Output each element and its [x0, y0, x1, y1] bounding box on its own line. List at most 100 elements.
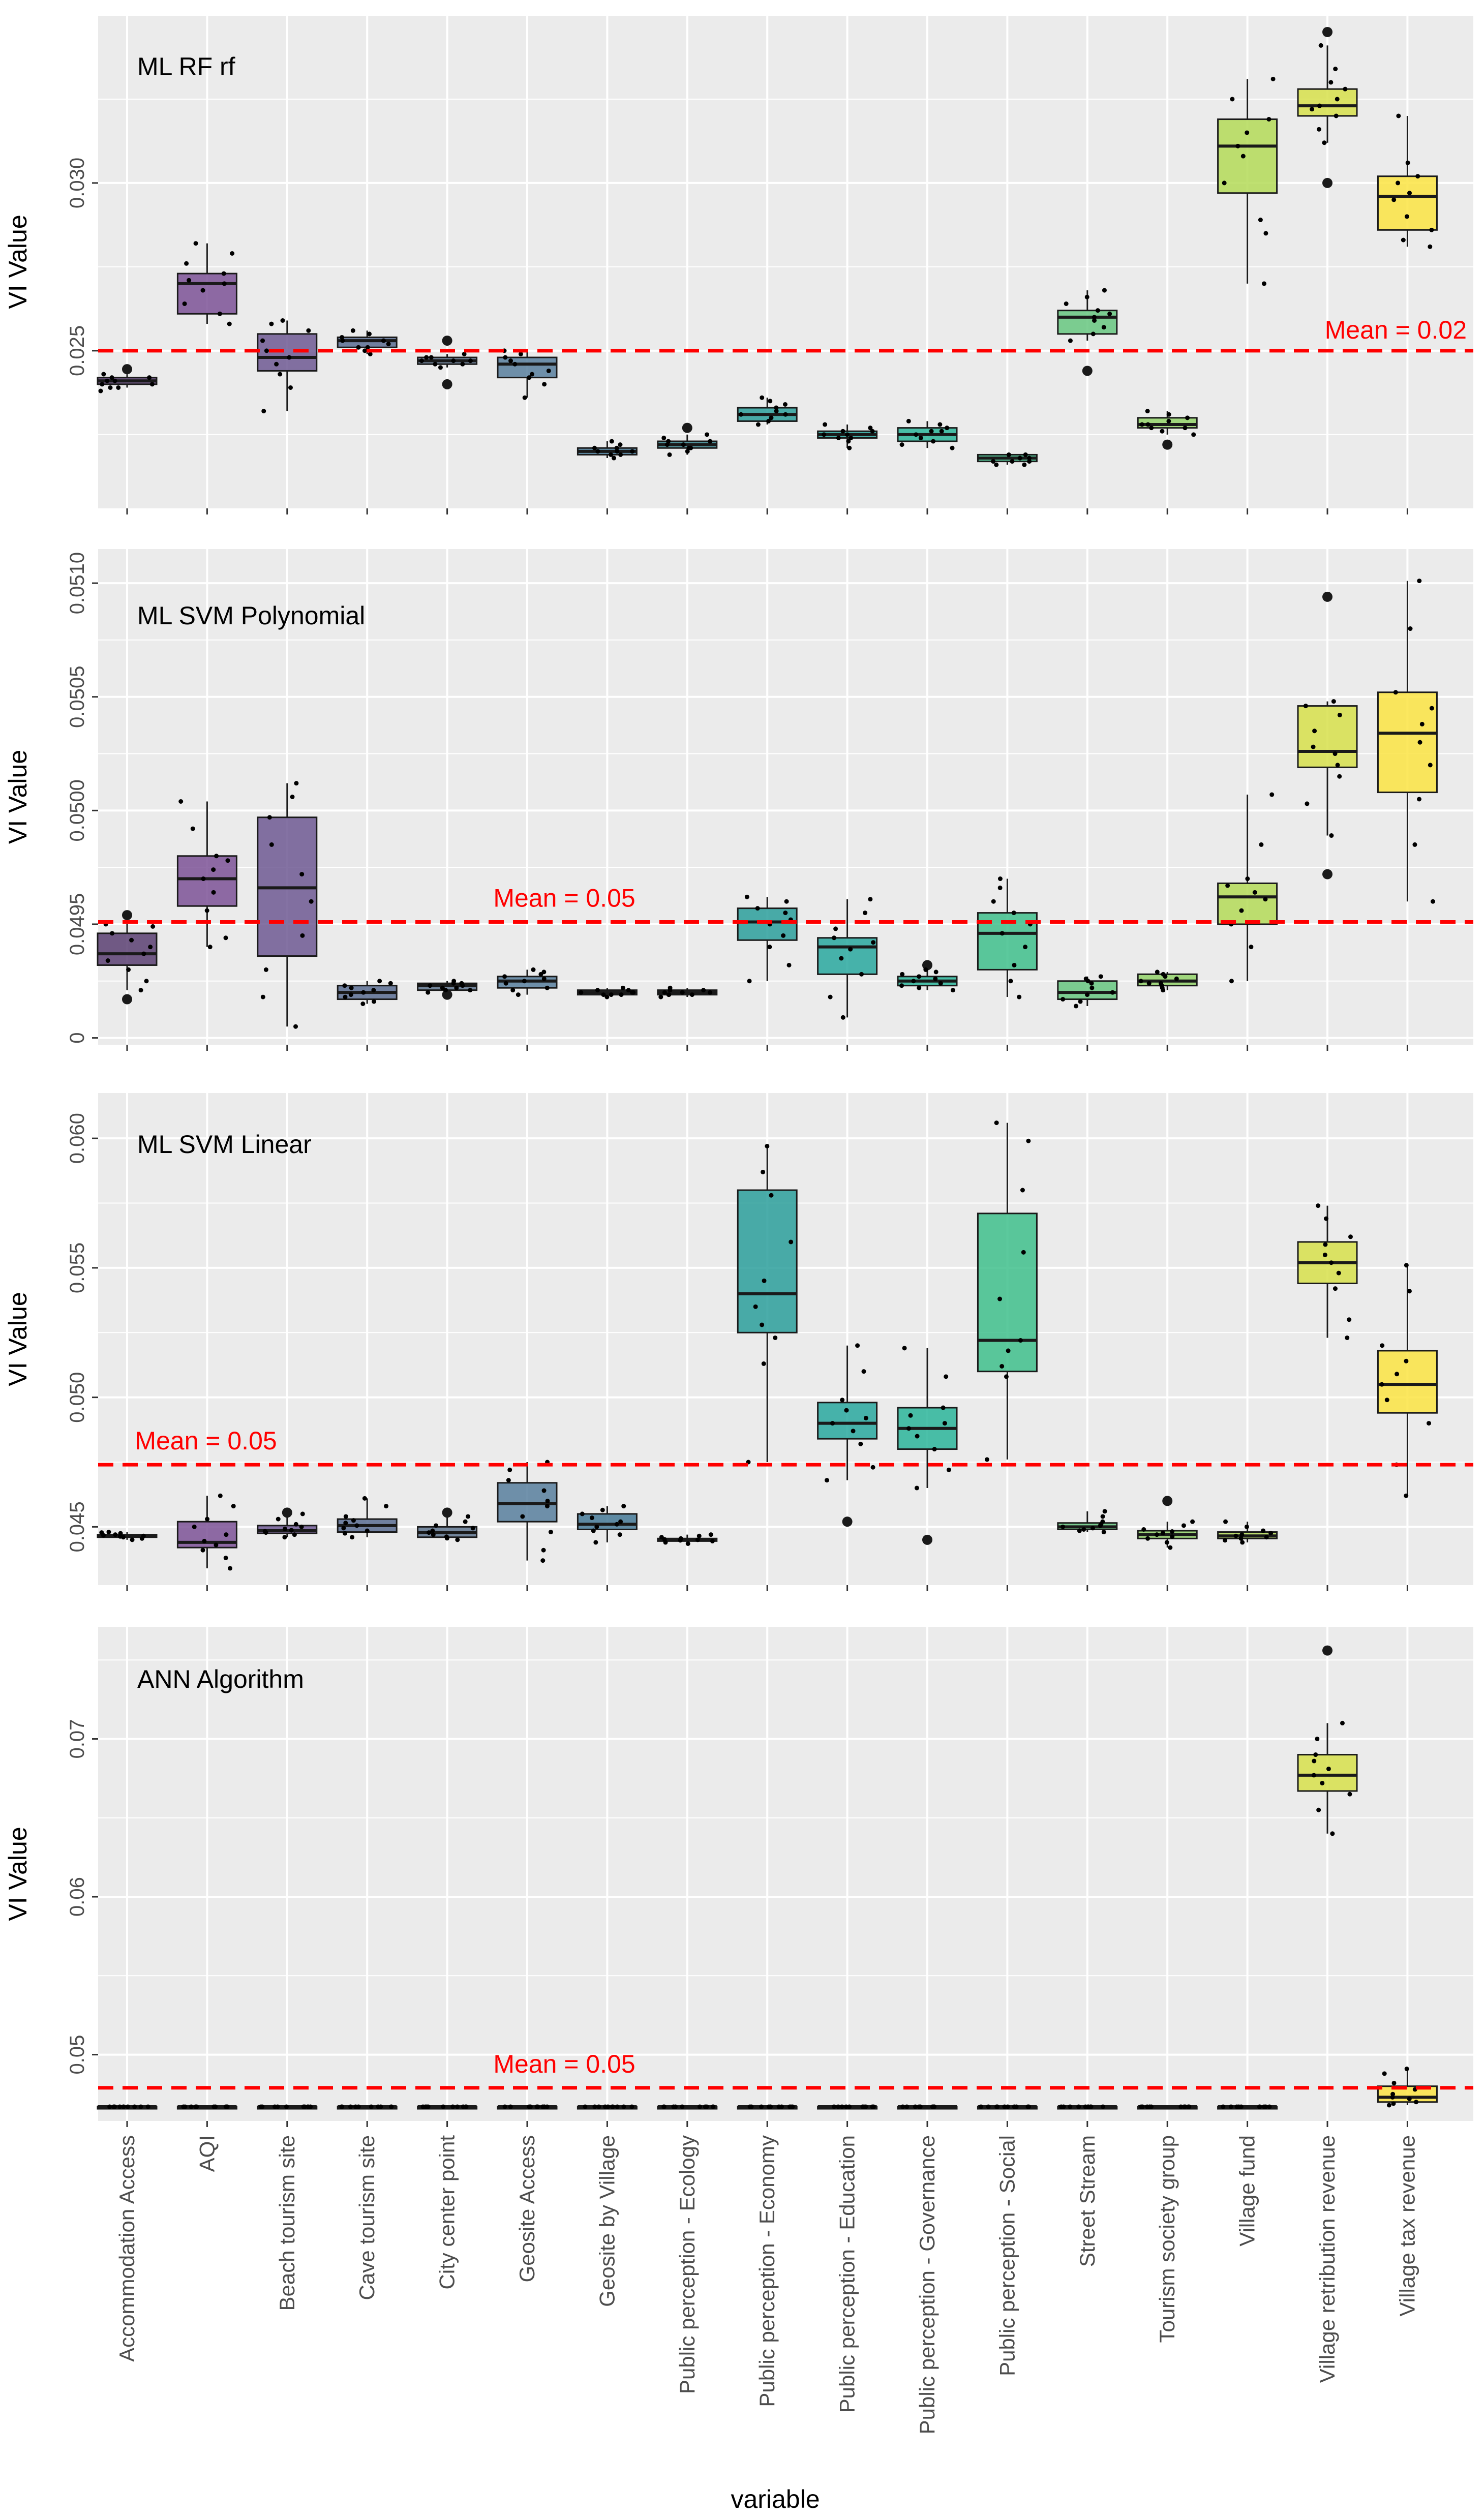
jitter-point: [1384, 1398, 1389, 1403]
jitter-point: [425, 2104, 430, 2109]
jitter-point: [502, 2104, 507, 2109]
jitter-point: [1311, 1773, 1316, 1778]
jitter-point: [544, 1504, 550, 1509]
jitter-point: [609, 992, 614, 997]
boxplot-city-center-point: [417, 336, 478, 389]
jitter-point: [1329, 1260, 1334, 1265]
jitter-point: [1252, 890, 1257, 895]
outlier-point: [1162, 439, 1173, 450]
jitter-point: [107, 2104, 112, 2109]
jitter-point: [1244, 1524, 1249, 1529]
jitter-point: [915, 1434, 920, 1439]
jitter-point: [762, 1278, 767, 1283]
jitter-point: [1322, 1252, 1327, 1257]
jitter-point: [350, 328, 355, 333]
jitter-point: [1145, 409, 1150, 414]
jitter-point: [343, 994, 348, 999]
jitter-point: [933, 969, 938, 975]
jitter-point: [426, 990, 431, 995]
jitter-point: [105, 378, 110, 383]
jitter-point: [1100, 1514, 1105, 1519]
jitter-point: [1240, 1540, 1245, 1545]
jitter-point: [593, 1540, 598, 1545]
panel-1: 0.025 0.030 VI Value Mean = 0.02 ML RF rf: [4, 15, 1473, 514]
jitter-point: [1335, 763, 1340, 768]
jitter-point: [454, 985, 459, 990]
outlier-point: [442, 336, 452, 346]
jitter-point: [840, 1015, 845, 1020]
jitter-point: [108, 385, 113, 390]
jitter-point: [1101, 1530, 1106, 1535]
outlier-point: [1322, 177, 1332, 188]
jitter-point: [1225, 883, 1230, 888]
jitter-point: [362, 348, 367, 353]
x-tick-label: Beach tourism site: [275, 2135, 299, 2311]
jitter-point: [1315, 1736, 1320, 1741]
jitter-point: [779, 2104, 784, 2109]
jitter-point: [1396, 180, 1401, 186]
jitter-point: [1141, 1527, 1146, 1532]
jitter-point: [1412, 842, 1417, 847]
jitter-point: [596, 2104, 601, 2109]
boxplot-public-perception-governance: [897, 960, 958, 993]
jitter-point: [1174, 976, 1179, 981]
boxplot-beach-tourism-site: [257, 781, 318, 1029]
jitter-point: [839, 2104, 844, 2109]
jitter-point: [851, 1429, 856, 1434]
jitter-point: [704, 2104, 709, 2109]
jitter-point: [129, 937, 134, 943]
jitter-point: [145, 2104, 150, 2109]
boxplot-public-perception-governance: [897, 418, 958, 450]
jitter-point: [1316, 127, 1321, 132]
jitter-point: [923, 967, 928, 972]
jitter-point: [979, 2104, 984, 2109]
boxplot-aqi: [176, 799, 237, 950]
jitter-point: [786, 962, 792, 967]
jitter-point: [460, 361, 465, 367]
jitter-point: [1164, 1540, 1169, 1545]
jitter-point: [1166, 412, 1171, 417]
boxplot-city-center-point: [417, 1507, 478, 1542]
jitter-point: [1146, 981, 1152, 986]
boxplot-accommodation-access: [97, 364, 158, 393]
outlier-point: [1162, 1496, 1173, 1506]
box-iqr: [1217, 882, 1278, 925]
jitter-point: [548, 1530, 553, 1535]
jitter-point: [1317, 103, 1322, 108]
boxplot-village-retribution-revenue: [1297, 1203, 1358, 1340]
jitter-point: [708, 990, 713, 995]
jitter-point: [1417, 579, 1422, 584]
outlier-point: [442, 1507, 452, 1518]
jitter-point: [299, 1524, 304, 1529]
y-tick-label: 0: [66, 1032, 88, 1043]
jitter-point: [1318, 43, 1323, 48]
boxplot-aqi: [176, 1493, 237, 1571]
jitter-point: [1401, 237, 1406, 242]
boxplot-tourism-society-group: [1137, 1496, 1198, 1550]
jitter-point: [1000, 1363, 1005, 1369]
jitter-point: [1261, 1528, 1266, 1533]
jitter-point: [685, 1541, 690, 1546]
jitter-point: [695, 1537, 700, 1542]
y-tick-label: 0.030: [66, 158, 88, 208]
jitter-point: [1181, 1523, 1186, 1528]
jitter-point: [739, 412, 744, 417]
jitter-point: [223, 1556, 228, 1561]
boxplot-cave-tourism-site: [337, 1496, 398, 1540]
jitter-point: [618, 442, 623, 447]
jitter-point: [767, 945, 772, 950]
y-tick-label: 0.025: [66, 325, 88, 376]
jitter-point: [184, 261, 189, 266]
jitter-point: [1139, 2104, 1144, 2109]
x-tick-label: Geosite Access: [515, 2135, 539, 2282]
jitter-point: [1334, 113, 1339, 118]
jitter-point: [438, 365, 443, 370]
outlier-point: [922, 1534, 932, 1545]
jitter-point: [211, 867, 216, 872]
jitter-point: [620, 985, 625, 990]
boxplot-village-fund: [1217, 2104, 1278, 2110]
jitter-point: [899, 442, 904, 447]
jitter-point: [906, 1426, 912, 1431]
boxplot-geosite-access: [497, 348, 558, 400]
box-iqr: [1297, 705, 1358, 768]
